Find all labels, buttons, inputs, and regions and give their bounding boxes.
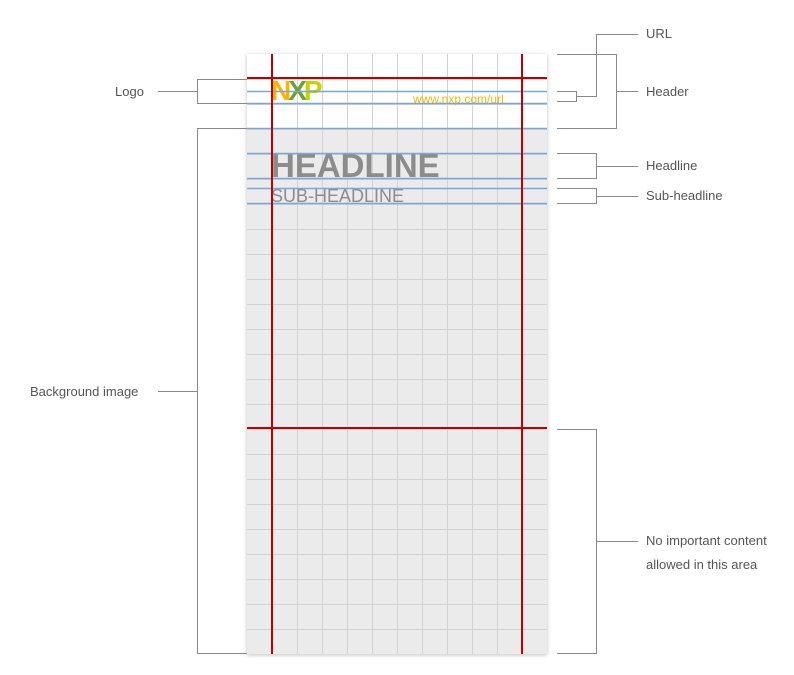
bracket-background	[197, 128, 247, 654]
label-no-content-line1: No important content	[646, 533, 767, 548]
guide-lines	[247, 54, 547, 654]
label-logo: Logo	[115, 84, 144, 99]
bracket-headline	[557, 153, 597, 179]
label-no-important-content: No important content allowed in this are…	[646, 529, 767, 577]
label-background-image: Background image	[30, 384, 139, 399]
connector-url-lead	[576, 34, 638, 97]
label-headline: Headline	[646, 158, 698, 173]
label-url: URL	[646, 26, 673, 41]
url-text: www.nxp.com/url	[413, 92, 504, 106]
label-no-content-line2: allowed in this area	[646, 557, 758, 572]
mobile-template-card: NXP www.nxp.com/url HEADLINE SUB-HEADLIN…	[247, 54, 547, 654]
label-header: Header	[646, 84, 689, 99]
bracket-no-content	[557, 429, 597, 654]
label-subheadline: Sub-headline	[646, 188, 723, 203]
subheadline-text: SUB-HEADLINE	[271, 186, 405, 206]
logo-letter-n: N	[271, 75, 291, 106]
logo-letter-x: X	[288, 75, 307, 106]
bracket-subheadline	[557, 188, 597, 204]
bracket-logo	[197, 79, 247, 104]
nxp-logo: NXP	[271, 75, 323, 106]
logo-letter-p: P	[303, 75, 323, 106]
bracket-url	[557, 91, 577, 102]
